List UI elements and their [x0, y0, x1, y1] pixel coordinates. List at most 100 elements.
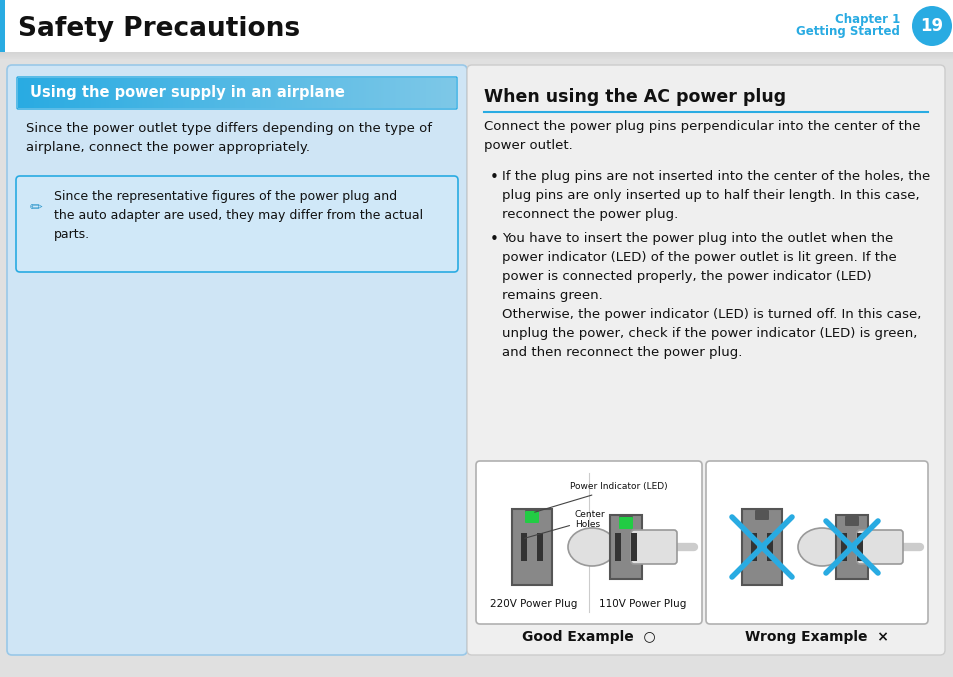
Bar — [615, 533, 620, 561]
Bar — [177, 78, 178, 108]
Bar — [106, 78, 107, 108]
Bar — [158, 78, 159, 108]
Bar — [123, 78, 124, 108]
Bar — [42, 78, 43, 108]
Bar — [264, 78, 265, 108]
Bar — [63, 78, 64, 108]
Text: 19: 19 — [920, 17, 943, 35]
Bar — [70, 78, 71, 108]
Bar — [182, 78, 183, 108]
Bar — [340, 78, 341, 108]
Bar — [537, 533, 542, 561]
Bar — [436, 78, 437, 108]
Bar — [83, 78, 84, 108]
Bar — [419, 78, 420, 108]
Bar — [146, 78, 147, 108]
Bar — [175, 78, 177, 108]
Bar — [75, 78, 76, 108]
Bar — [85, 78, 86, 108]
Bar — [369, 78, 370, 108]
Bar — [301, 78, 302, 108]
Ellipse shape — [797, 528, 845, 566]
Bar — [142, 78, 143, 108]
Bar — [288, 78, 289, 108]
Bar — [105, 78, 106, 108]
Bar — [424, 78, 426, 108]
Bar — [28, 78, 29, 108]
Bar — [242, 78, 243, 108]
Bar — [80, 78, 81, 108]
Bar — [130, 78, 131, 108]
Bar — [69, 78, 70, 108]
Bar — [316, 78, 317, 108]
Bar — [169, 78, 170, 108]
Bar — [216, 78, 218, 108]
Text: Safety Precautions: Safety Precautions — [18, 16, 300, 42]
Bar — [331, 78, 332, 108]
Bar — [452, 78, 453, 108]
Bar — [230, 78, 231, 108]
Bar — [275, 78, 276, 108]
Bar — [280, 78, 281, 108]
Bar — [36, 78, 37, 108]
Bar — [411, 78, 412, 108]
Bar — [351, 78, 352, 108]
Bar — [262, 78, 263, 108]
Bar — [354, 78, 355, 108]
Bar — [304, 78, 305, 108]
Bar — [449, 78, 450, 108]
Bar — [325, 78, 326, 108]
Bar — [162, 78, 163, 108]
Bar — [192, 78, 193, 108]
Bar — [128, 78, 129, 108]
Bar — [454, 78, 455, 108]
Bar — [380, 78, 381, 108]
Bar — [256, 78, 257, 108]
Bar — [35, 78, 36, 108]
Bar — [115, 78, 116, 108]
Bar — [236, 78, 237, 108]
Bar — [346, 78, 347, 108]
Bar — [260, 78, 261, 108]
Bar — [189, 78, 190, 108]
Bar — [426, 78, 427, 108]
Bar — [138, 78, 139, 108]
Bar — [309, 78, 310, 108]
Bar — [156, 78, 157, 108]
Bar — [79, 78, 80, 108]
Bar — [446, 78, 447, 108]
Bar — [25, 78, 26, 108]
Bar — [215, 78, 216, 108]
Bar — [251, 78, 252, 108]
Bar — [62, 78, 63, 108]
Bar — [310, 78, 311, 108]
Bar — [314, 78, 315, 108]
Bar — [118, 78, 119, 108]
Bar — [18, 78, 19, 108]
Bar — [248, 78, 249, 108]
Bar — [73, 78, 74, 108]
Bar — [431, 78, 432, 108]
Bar — [296, 78, 297, 108]
Bar — [223, 78, 224, 108]
Bar — [277, 78, 278, 108]
Bar — [125, 78, 126, 108]
Bar — [252, 78, 253, 108]
Bar — [366, 78, 367, 108]
Bar — [292, 78, 293, 108]
Bar — [332, 78, 333, 108]
Bar — [0, 55, 953, 56]
Bar — [126, 78, 127, 108]
Bar — [450, 78, 451, 108]
Bar — [329, 78, 330, 108]
Bar — [136, 78, 137, 108]
Bar — [239, 78, 240, 108]
Bar — [108, 78, 109, 108]
Text: •: • — [490, 170, 498, 185]
Bar — [29, 78, 30, 108]
Bar — [0, 57, 953, 58]
Bar — [38, 78, 39, 108]
Bar — [390, 78, 391, 108]
Bar — [233, 78, 234, 108]
Bar — [263, 78, 264, 108]
